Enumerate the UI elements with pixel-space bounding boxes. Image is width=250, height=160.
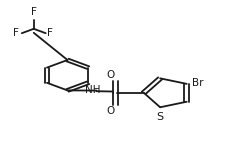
- Text: F: F: [47, 28, 53, 38]
- Text: Br: Br: [192, 78, 203, 88]
- Text: NH: NH: [85, 85, 100, 95]
- Text: F: F: [13, 28, 19, 38]
- Text: F: F: [31, 7, 37, 17]
- Text: O: O: [106, 69, 115, 80]
- Text: S: S: [156, 112, 163, 122]
- Text: O: O: [106, 106, 115, 116]
